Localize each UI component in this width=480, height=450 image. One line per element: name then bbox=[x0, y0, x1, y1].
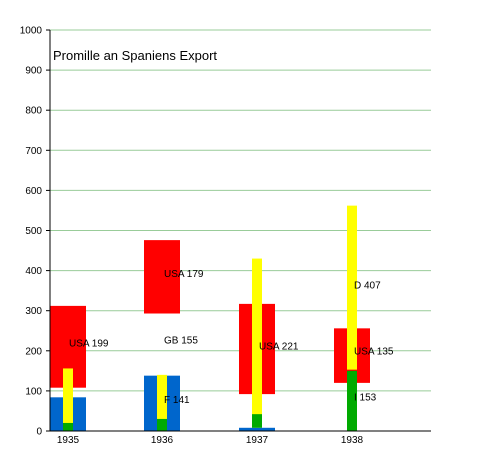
y-tick-label: 900 bbox=[25, 66, 42, 77]
bar bbox=[63, 422, 73, 431]
bar bbox=[157, 374, 167, 419]
bar bbox=[347, 205, 357, 370]
data-label: I 153 bbox=[354, 392, 377, 403]
data-label: USA 221 bbox=[259, 341, 299, 352]
bar bbox=[157, 418, 167, 431]
y-tick-label: 400 bbox=[25, 266, 42, 277]
bar bbox=[347, 370, 357, 431]
data-label: GB 155 bbox=[164, 335, 198, 346]
y-tick-label: 100 bbox=[25, 386, 42, 397]
x-tick-label: 1936 bbox=[151, 435, 174, 446]
y-tick-label: 0 bbox=[36, 427, 42, 438]
axes bbox=[49, 30, 431, 432]
x-tick-label: 1937 bbox=[246, 435, 269, 446]
y-tick-label: 1000 bbox=[20, 26, 43, 37]
data-label: D 407 bbox=[354, 281, 381, 292]
x-axis-ticks: 1935 1936 1937 1938 bbox=[57, 435, 364, 446]
bar bbox=[252, 258, 262, 415]
data-label: USA 135 bbox=[354, 347, 394, 358]
gridlines bbox=[50, 29, 431, 392]
bar bbox=[252, 414, 262, 428]
bar bbox=[63, 368, 73, 423]
y-tick-label: 700 bbox=[25, 146, 42, 157]
y-tick-label: 200 bbox=[25, 346, 42, 357]
bar bbox=[144, 240, 180, 314]
y-tick-label: 800 bbox=[25, 106, 42, 117]
data-label: USA 199 bbox=[69, 338, 109, 349]
y-tick-label: 600 bbox=[25, 186, 42, 197]
bar bbox=[239, 427, 275, 431]
y-tick-label: 500 bbox=[25, 226, 42, 237]
bars bbox=[50, 205, 370, 431]
data-label: USA 179 bbox=[164, 269, 204, 280]
x-tick-label: 1935 bbox=[57, 435, 80, 446]
y-tick-label: 300 bbox=[25, 306, 42, 317]
data-labels: USA 199 USA 179 GB 155 F 141 USA 221 D 407 USA… bbox=[69, 269, 394, 406]
data-label: F 141 bbox=[164, 395, 190, 406]
chart-title: Promille an Spaniens Export bbox=[53, 48, 217, 63]
x-tick-label: 1938 bbox=[341, 435, 364, 446]
y-axis-ticks: 0 100 200 300 400 500 600 700 800 900 1000 bbox=[20, 26, 50, 438]
